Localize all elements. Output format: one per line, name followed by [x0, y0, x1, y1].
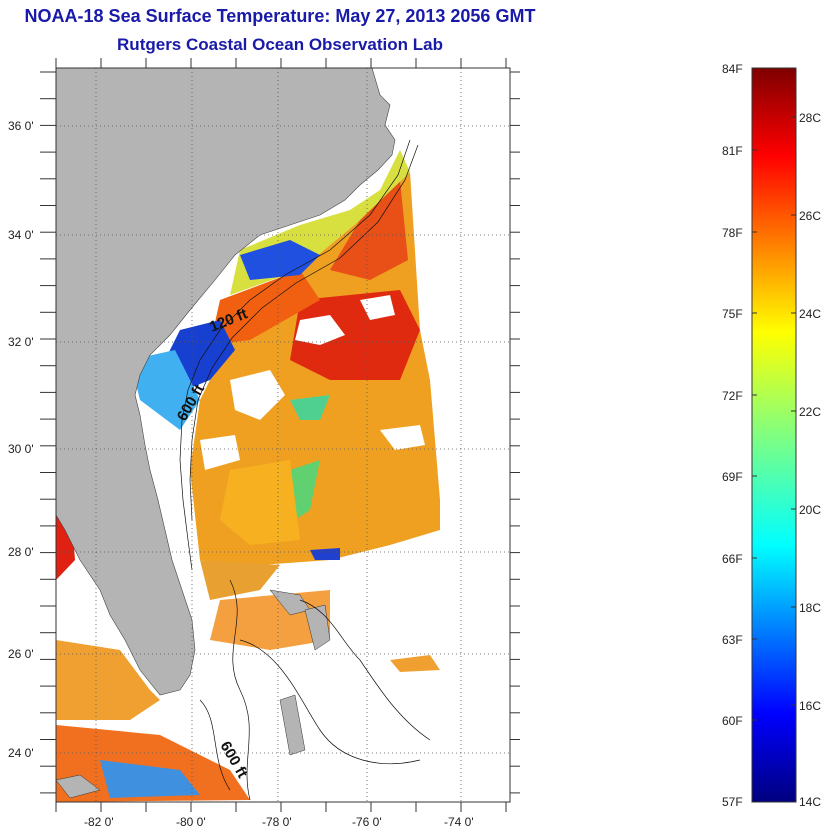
- lat-label-36: 36 0': [8, 119, 34, 133]
- title-line-2: Rutgers Coastal Ocean Observation Lab: [117, 35, 443, 54]
- cb-c-16: 16C: [799, 699, 821, 713]
- cb-f-57: 57F: [722, 795, 743, 809]
- longitude-labels: -82 0' -80 0' -78 0' -76 0' -74 0': [84, 815, 474, 829]
- title-line-1: NOAA-18 Sea Surface Temperature: May 27,…: [24, 6, 536, 26]
- latitude-labels: 36 0' 34 0' 32 0' 30 0' 28 0' 26 0' 24 0…: [8, 119, 34, 760]
- colorbar-ticks: [752, 116, 796, 721]
- lat-label-34: 34 0': [8, 228, 34, 242]
- colorbar-celsius-labels: 28C 26C 24C 22C 20C 18C 16C 14C: [799, 111, 821, 809]
- lon-label-80: -80 0': [176, 815, 206, 829]
- cb-f-66: 66F: [722, 552, 743, 566]
- cb-f-60: 60F: [722, 714, 743, 728]
- cb-c-22: 22C: [799, 405, 821, 419]
- cb-f-69: 69F: [722, 470, 743, 484]
- cb-f-81: 81F: [722, 144, 743, 158]
- lon-label-76: -76 0': [352, 815, 382, 829]
- colorbar-fahrenheit-labels: 84F 81F 78F 75F 72F 69F 66F 63F 60F 57F: [722, 62, 743, 809]
- cb-c-26: 26C: [799, 209, 821, 223]
- lat-label-26: 26 0': [8, 647, 34, 661]
- cb-f-78: 78F: [722, 226, 743, 240]
- bathymetry-contours: [179, 139, 431, 801]
- cb-c-14: 14C: [799, 795, 821, 809]
- cb-f-84: 84F: [722, 62, 743, 76]
- map-frame: [55, 67, 511, 803]
- map-panel: 120 ft 600 ft 600 ft: [56, 68, 510, 802]
- lat-label-28: 28 0': [8, 545, 34, 559]
- lon-label-78: -78 0': [262, 815, 292, 829]
- cb-f-72: 72F: [722, 389, 743, 403]
- lat-label-24: 24 0': [8, 746, 34, 760]
- land-mass: [56, 68, 396, 696]
- cb-c-18: 18C: [799, 601, 821, 615]
- colorbar: [751, 67, 797, 803]
- lat-label-32: 32 0': [8, 335, 34, 349]
- cb-c-24: 24C: [799, 307, 821, 321]
- map-ticks: [40, 58, 520, 812]
- lon-label-74: -74 0': [444, 815, 474, 829]
- cb-c-20: 20C: [799, 503, 821, 517]
- sst-swath: [56, 150, 440, 802]
- lon-label-82: -82 0': [84, 815, 114, 829]
- cb-c-28: 28C: [799, 111, 821, 125]
- lat-label-30: 30 0': [8, 442, 34, 456]
- cb-f-63: 63F: [722, 633, 743, 647]
- cb-f-75: 75F: [722, 307, 743, 321]
